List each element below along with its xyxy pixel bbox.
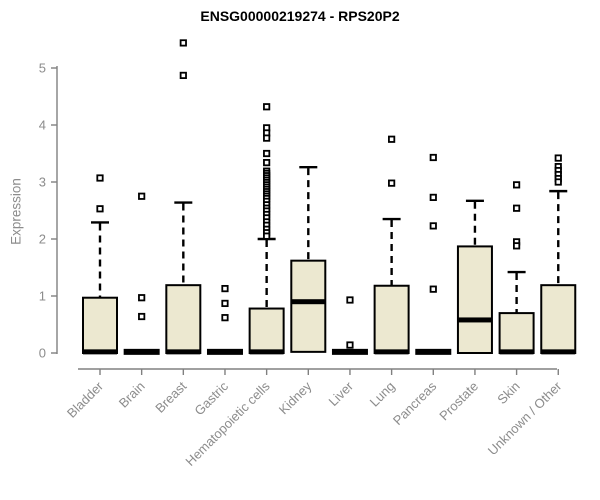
iqr-box	[82, 296, 118, 354]
y-tick-label: 1	[39, 289, 46, 304]
iqr-box	[540, 284, 577, 355]
outlier-point	[388, 179, 396, 187]
boxplot-liver	[331, 296, 368, 355]
boxplot-prostate	[456, 199, 493, 354]
boxplot-bladder	[82, 174, 118, 355]
collapsed-box	[331, 348, 368, 355]
iqr-box	[248, 307, 285, 355]
boxplot-unknown-other	[540, 154, 577, 355]
boxplot-breast	[165, 39, 202, 355]
outlier-point	[96, 205, 104, 213]
y-tick-label: 5	[39, 61, 46, 76]
outlier-point	[263, 159, 271, 167]
boxplot-pancreas	[415, 153, 452, 355]
outlier-point	[96, 174, 104, 182]
boxplot-hematopoietic-cells	[248, 103, 285, 355]
outlier-point	[263, 134, 271, 142]
median-line	[499, 349, 534, 355]
x-category-label: Skin	[494, 379, 522, 407]
outlier-point	[263, 232, 271, 240]
x-category-label: Breast	[152, 378, 189, 415]
outlier-point	[263, 149, 271, 158]
x-category-label: Bladder	[64, 378, 107, 421]
outlier-point	[513, 204, 521, 212]
iqr-box	[456, 245, 493, 354]
y-tick-label: 3	[39, 175, 46, 190]
outlier-point	[138, 192, 146, 200]
collapsed-box	[206, 348, 243, 355]
outlier-point	[429, 193, 437, 201]
outlier-point	[554, 178, 562, 186]
outlier-point	[513, 242, 521, 250]
boxplot-skin	[498, 181, 535, 355]
x-category-label: Prostate	[436, 379, 481, 424]
outlier-point	[138, 294, 146, 302]
median-line	[83, 349, 117, 355]
x-category-label: Lung	[367, 379, 398, 410]
outlier-point	[429, 222, 437, 230]
outlier-point	[221, 284, 229, 293]
y-tick-label: 0	[39, 346, 46, 361]
collapsed-box	[123, 348, 160, 355]
outlier-point	[263, 103, 271, 111]
outlier-point	[429, 285, 437, 293]
outlier-point	[429, 153, 437, 162]
iqr-box	[373, 284, 410, 354]
outlier-point	[179, 39, 187, 47]
median-line	[249, 349, 284, 355]
outlier-point	[221, 314, 229, 322]
x-category-label: Gastric	[191, 378, 231, 418]
median-line	[166, 349, 201, 355]
boxplot-kidney	[290, 165, 327, 353]
boxplot-gastric	[206, 284, 243, 355]
y-tick-label: 4	[39, 118, 46, 133]
x-category-label: Pancreas	[390, 378, 440, 428]
outlier-point	[346, 341, 354, 349]
chart-title: ENSG00000219274 - RPS20P2	[200, 8, 400, 24]
iqr-box	[498, 312, 535, 355]
median-line	[291, 299, 326, 305]
boxplot-lung	[373, 135, 410, 355]
boxplot-brain	[123, 192, 160, 355]
outlier-point	[138, 312, 146, 321]
outlier-point	[221, 299, 229, 308]
outlier-point	[346, 296, 354, 304]
outlier-point	[388, 135, 396, 143]
x-category-label: Kidney	[276, 378, 315, 417]
outlier-point	[554, 154, 562, 162]
y-tick-label: 2	[39, 232, 46, 247]
x-category-label: Liver	[326, 378, 357, 409]
median-line	[374, 349, 409, 355]
collapsed-box	[415, 348, 452, 355]
outlier-point	[513, 181, 521, 189]
iqr-box	[290, 259, 327, 353]
outlier-point	[179, 71, 187, 80]
x-category-label: Brain	[116, 379, 148, 411]
median-line	[457, 317, 492, 323]
x-category-label: Unknown / Other	[485, 378, 565, 458]
median-line	[541, 349, 576, 355]
iqr-box	[165, 284, 202, 355]
